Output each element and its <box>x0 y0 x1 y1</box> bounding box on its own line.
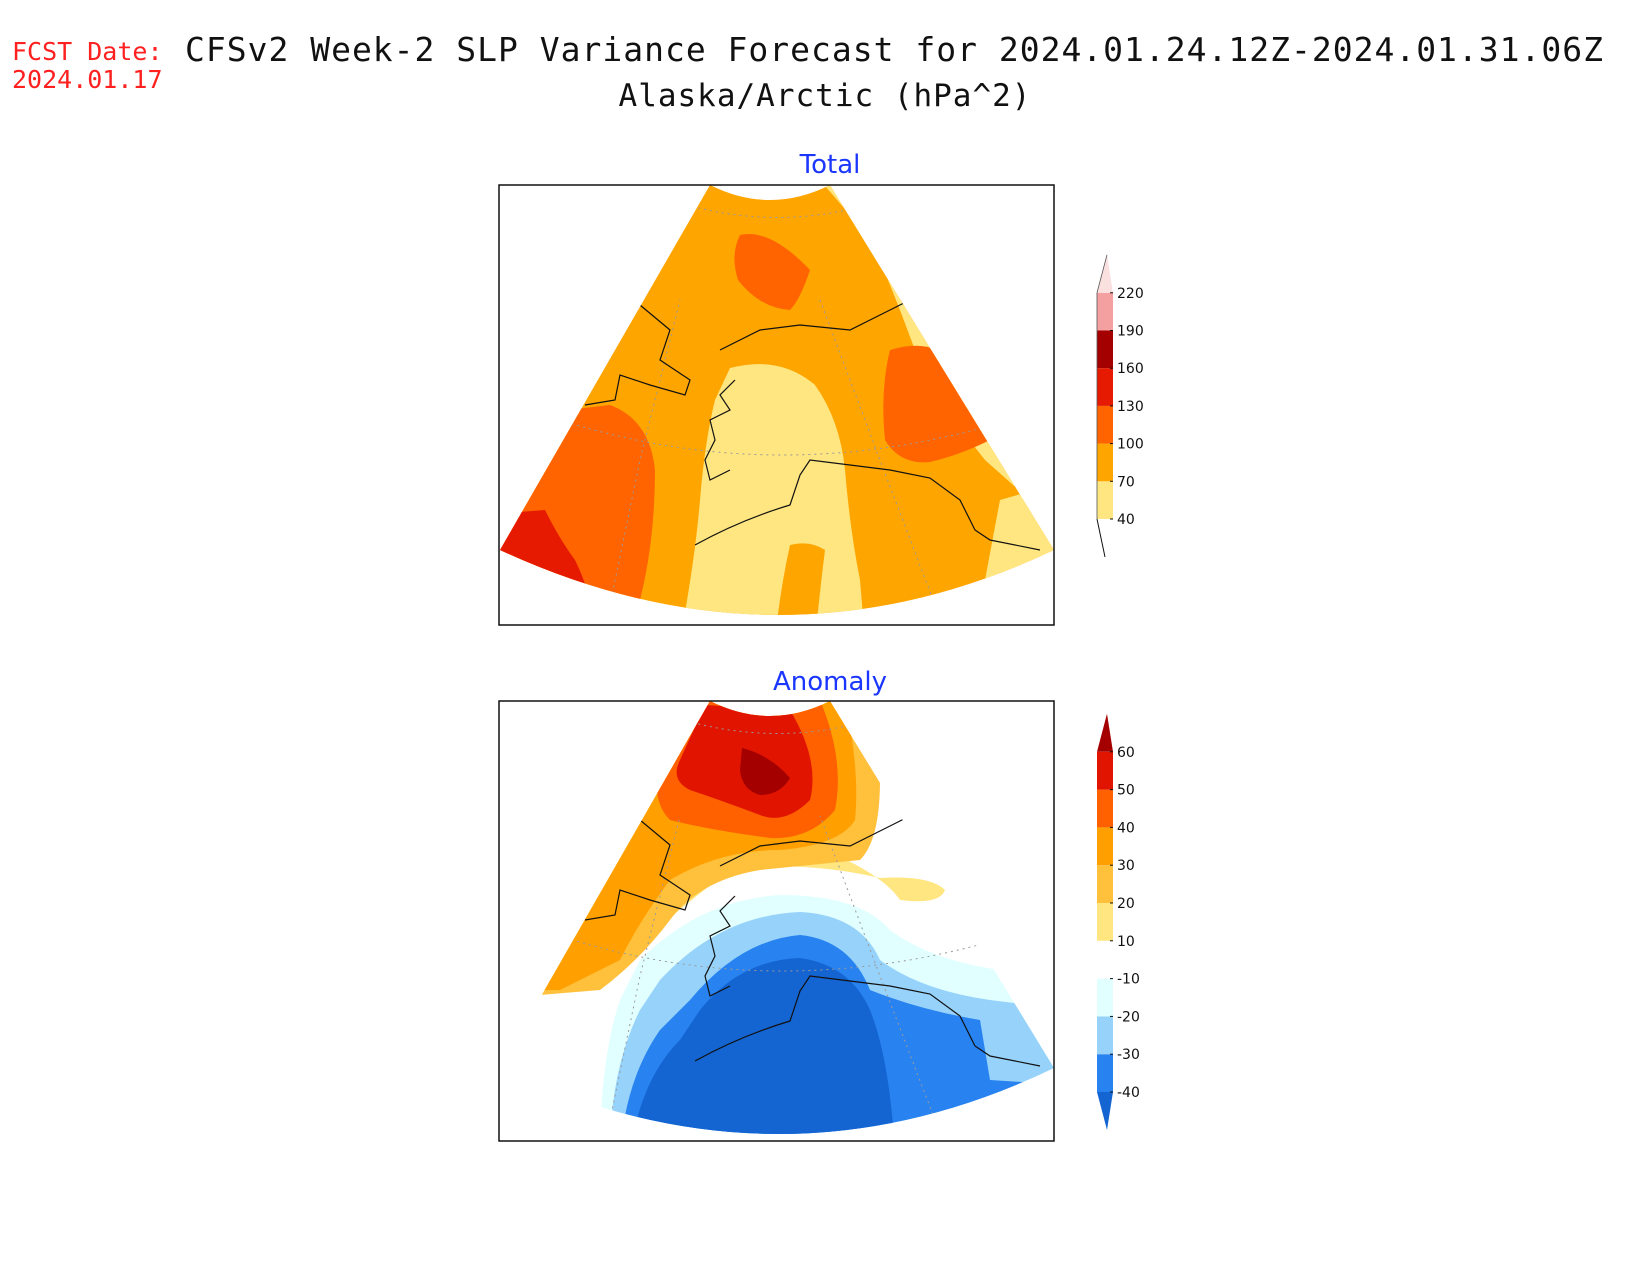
total-colorbar-label-70: 70 <box>1117 474 1135 490</box>
total-colorbar-edge <box>1096 254 1108 519</box>
anomaly-fill-below-neg40 <box>630 958 895 1134</box>
fcst-date-label: FCST Date: <box>12 37 163 66</box>
anomaly-colorbar-swatch-4 <box>1097 940 1113 979</box>
anomaly-colorbar-label--10: -10 <box>1117 972 1140 988</box>
total-colorbar-label-160: 160 <box>1117 361 1144 377</box>
fcst-date-block: FCST Date: 2024.01.17 <box>12 38 163 94</box>
total-colorbar-label-100: 100 <box>1117 437 1144 453</box>
total-colorbar-swatch-100 <box>1097 405 1113 444</box>
anomaly-colorbar-lower-end <box>1097 1092 1113 1130</box>
total-colorbar-swatch-160 <box>1097 330 1113 369</box>
anomaly-colorbar-label-40: 40 <box>1117 820 1135 836</box>
anomaly-colorbar-swatch-5 <box>1097 903 1113 941</box>
anomaly-coastline <box>584 815 1041 1067</box>
anomaly-fill-60-plus <box>740 748 790 795</box>
chart-subtitle: Alaska/Arctic (hPa^2) <box>618 78 1032 114</box>
anomaly-colorbar-swatch-8 <box>1097 789 1113 828</box>
anomaly-colorbar-label-60: 60 <box>1117 745 1135 761</box>
total-fill-70-100-tongue <box>775 543 825 615</box>
total-coastline <box>584 299 1041 551</box>
total-fill-100-130-north <box>734 234 810 310</box>
total-colorbar: 40 70 100 130 160 190 220 <box>1096 254 1144 558</box>
anomaly-colorbar-swatch-9 <box>1097 751 1113 790</box>
anomaly-colorbar-swatch-2 <box>1097 1016 1113 1055</box>
anomaly-colorbar-label--20: -20 <box>1117 1009 1140 1025</box>
total-colorbar-label-40: 40 <box>1117 512 1135 528</box>
anomaly-colorbar-label-30: 30 <box>1117 858 1135 874</box>
anomaly-colorbar-label--30: -30 <box>1117 1047 1140 1063</box>
total-colorbar-label-220: 220 <box>1117 286 1144 302</box>
anomaly-colorbar-swatch-6 <box>1097 865 1113 903</box>
anomaly-colorbar-label-10: 10 <box>1117 934 1135 950</box>
anomaly-colorbar-label-20: 20 <box>1117 896 1135 912</box>
anomaly-colorbar-upper-end <box>1097 713 1113 752</box>
chart-title: CFSv2 Week-2 SLP Variance Forecast for 2… <box>185 30 1605 69</box>
anomaly-colorbar-swatch-1 <box>1097 1054 1113 1092</box>
anomaly-map: -40 -30 -20 -10 10 20 30 40 50 60 <box>498 700 1140 1142</box>
total-colorbar-lower-end <box>1096 518 1106 558</box>
total-colorbar-swatch-130 <box>1097 368 1113 406</box>
total-map: 40 70 100 130 160 190 220 <box>498 184 1144 626</box>
anomaly-map-frame <box>498 700 1055 1142</box>
total-colorbar-swatch-70 <box>1097 443 1113 482</box>
anomaly-colorbar-label-50: 50 <box>1117 783 1135 799</box>
fcst-date-value: 2024.01.17 <box>12 65 163 94</box>
anomaly-colorbar-swatch-3 <box>1097 978 1113 1017</box>
total-colorbar-swatch-190 <box>1097 292 1113 331</box>
anomaly-colorbar: -40 -30 -20 -10 10 20 30 40 50 60 <box>1097 713 1140 1130</box>
anomaly-colorbar-label--40: -40 <box>1117 1085 1140 1101</box>
total-colorbar-swatch-40 <box>1097 481 1113 519</box>
total-colorbar-label-190: 190 <box>1117 324 1144 340</box>
panel-title-total: Total <box>799 150 861 180</box>
total-colorbar-label-130: 130 <box>1117 399 1144 415</box>
total-map-frame <box>498 184 1055 626</box>
total-colorbar-upper-end <box>1097 254 1113 293</box>
anomaly-colorbar-swatch-7 <box>1097 827 1113 866</box>
panel-title-anomaly: Anomaly <box>772 667 888 697</box>
